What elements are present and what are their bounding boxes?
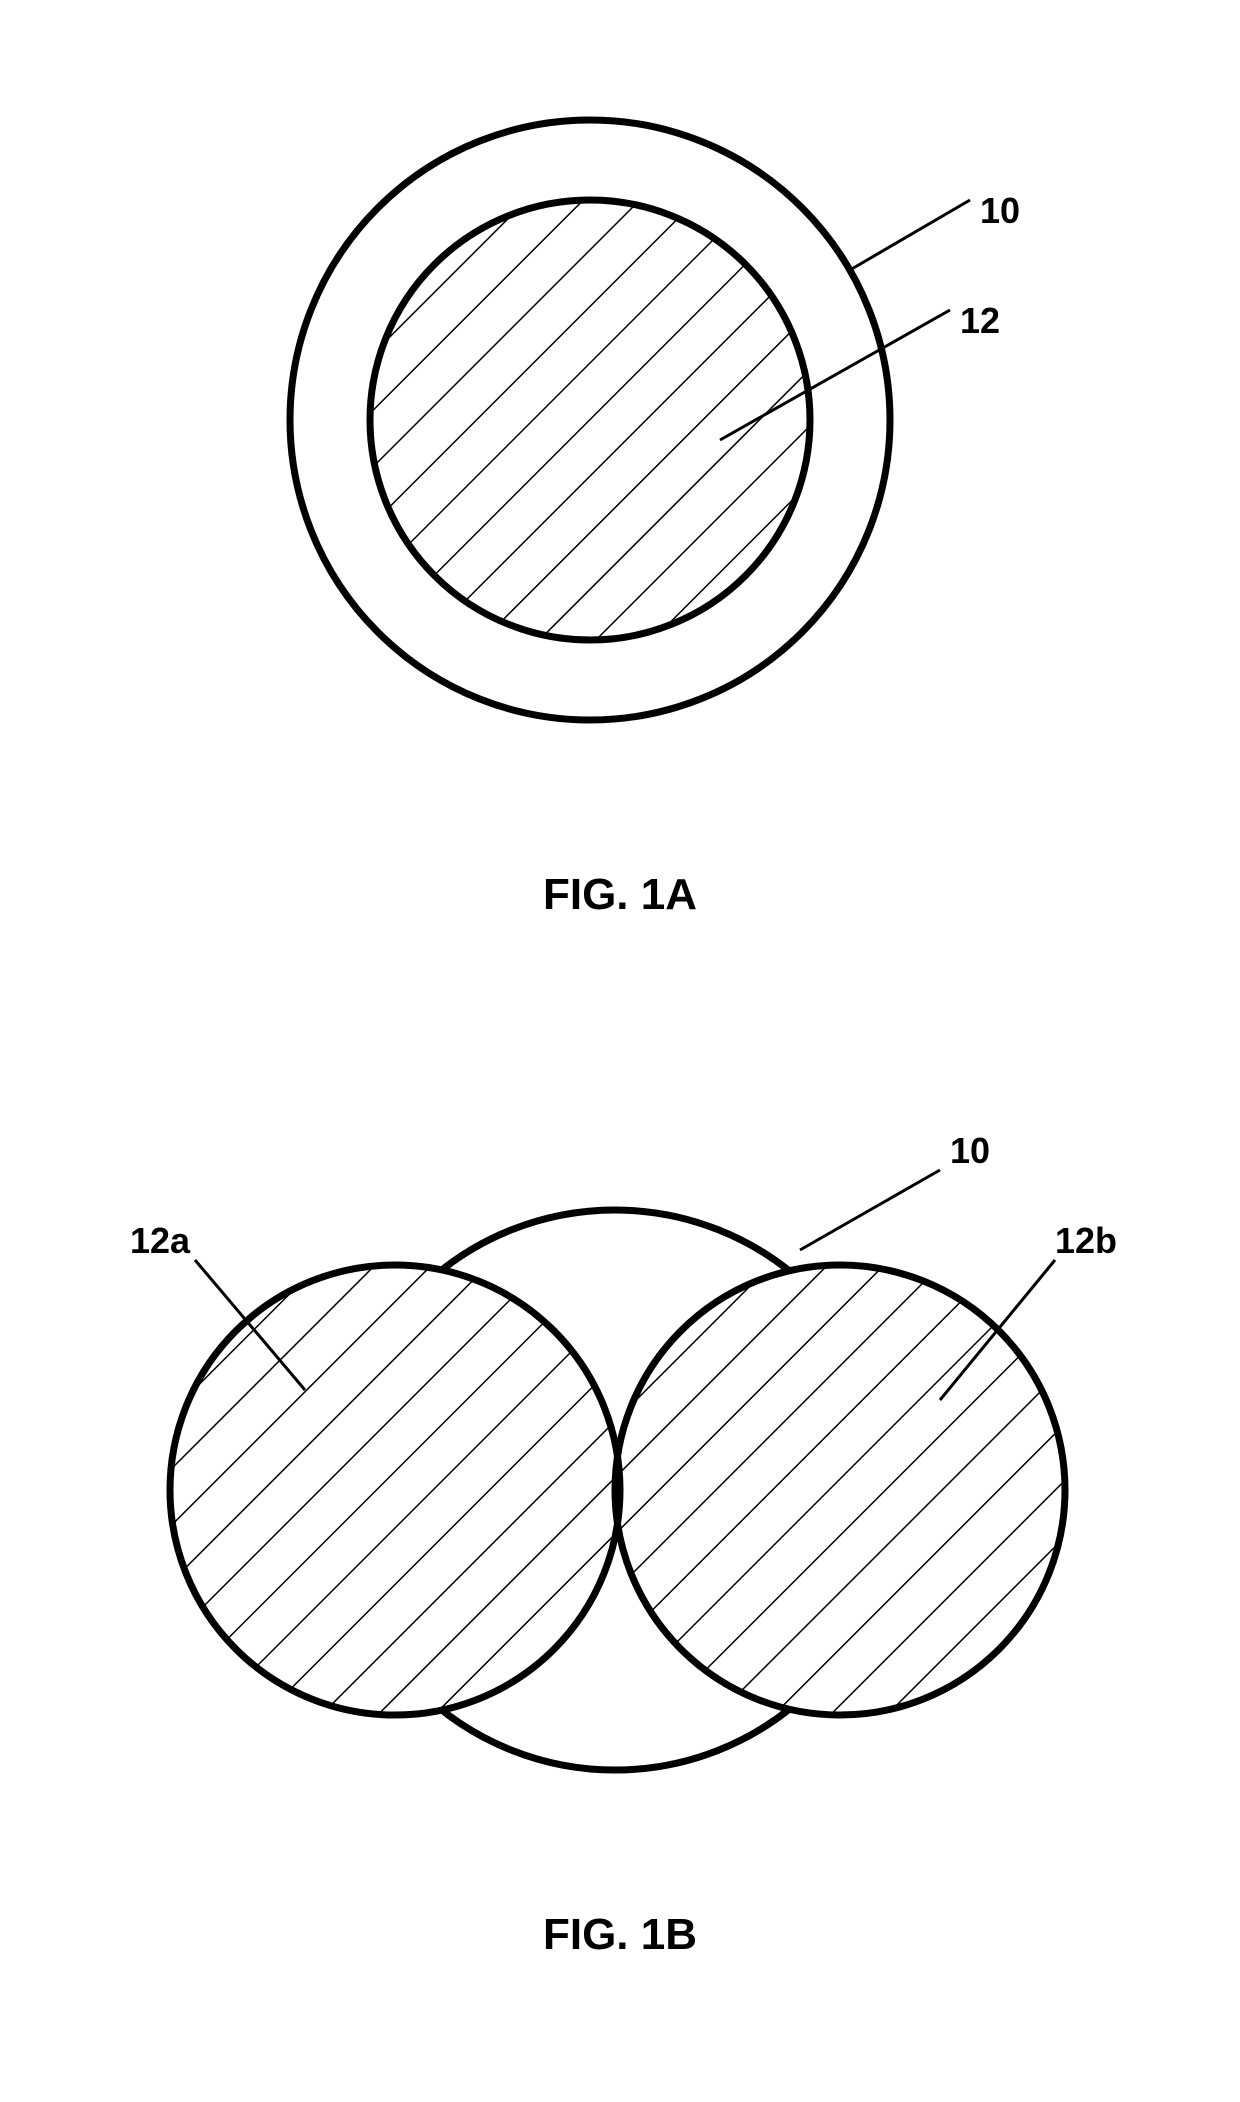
figure-1a-container: 10 12 xyxy=(0,40,1240,940)
callout-label-12: 12 xyxy=(960,300,1000,342)
callout-line-10-b xyxy=(800,1170,940,1250)
figure-1b-label: FIG. 1B xyxy=(0,1910,1240,1960)
figure-1a-label: FIG. 1A xyxy=(0,870,1240,920)
figure-1b-container: 10 12a 12b xyxy=(0,1060,1240,1960)
figure-1b-svg xyxy=(70,1060,1170,1860)
figure-1a-svg xyxy=(120,40,1120,840)
callout-label-10-b: 10 xyxy=(950,1130,990,1172)
callout-label-12a: 12a xyxy=(130,1220,190,1262)
callout-label-10: 10 xyxy=(980,190,1020,232)
callout-line-10 xyxy=(850,200,970,270)
callout-label-12b: 12b xyxy=(1055,1220,1117,1262)
